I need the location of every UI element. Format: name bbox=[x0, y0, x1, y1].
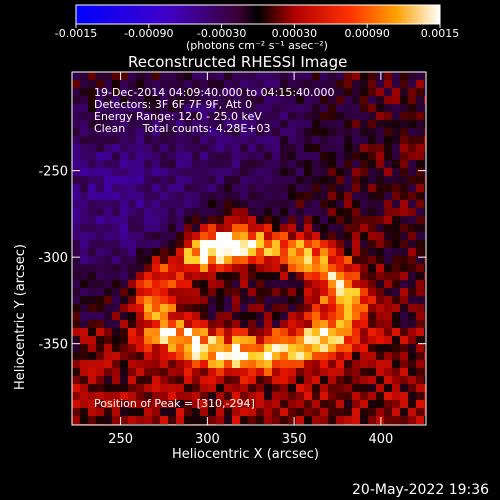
annotation-energy: Energy Range: 12.0 - 25.0 keV bbox=[94, 110, 262, 123]
colorbar-tick-label: -0.00090 bbox=[124, 27, 173, 40]
y-axis-label: Heliocentric Y (arcsec) bbox=[13, 244, 28, 390]
colorbar-tick-label: -0.0015 bbox=[55, 27, 97, 40]
y-tick-label: -250 bbox=[38, 165, 68, 180]
x-tick-label: 300 bbox=[195, 432, 220, 447]
colorbar bbox=[75, 4, 441, 25]
axis-ticks: 250 300 350 400 -250 -300 -350 bbox=[38, 72, 426, 447]
colorbar-tick-label: 0.00090 bbox=[344, 27, 390, 40]
annotation-clean: Clean Total counts: 4.28E+03 bbox=[94, 122, 271, 135]
heatmap-image bbox=[72, 72, 426, 425]
y-tick-label: -350 bbox=[38, 338, 68, 353]
annotation-time: 19-Dec-2014 04:09:40.000 to 04:15:40.000 bbox=[94, 86, 335, 99]
colorbar-tick-label: 0.00030 bbox=[272, 27, 318, 40]
colorbar-ticks: -0.0015 -0.00090 -0.00030 0.00030 0.00090 0.0… bbox=[55, 24, 459, 40]
x-tick-label: 400 bbox=[368, 432, 393, 447]
y-tick-label: -300 bbox=[38, 251, 68, 266]
colorbar-tick-label: 0.0015 bbox=[421, 27, 460, 40]
chart-title: Reconstructed RHESSI Image bbox=[128, 53, 348, 71]
x-axis-label: Heliocentric X (arcsec) bbox=[172, 447, 319, 462]
x-tick-label: 250 bbox=[108, 432, 133, 447]
footer-timestamp: 20-May-2022 19:36 bbox=[352, 482, 490, 498]
peak-annotation: Position of Peak = [310,-294] bbox=[94, 397, 255, 410]
annotation-detectors: Detectors: 3F 6F 7F 9F, Att 0 bbox=[94, 98, 253, 111]
x-tick-label: 350 bbox=[282, 432, 307, 447]
plot-frame bbox=[71, 71, 427, 426]
colorbar-units-label: (photons cm⁻² s⁻¹ asec⁻²) bbox=[186, 39, 328, 52]
colorbar-tick-label: -0.00030 bbox=[197, 27, 246, 40]
